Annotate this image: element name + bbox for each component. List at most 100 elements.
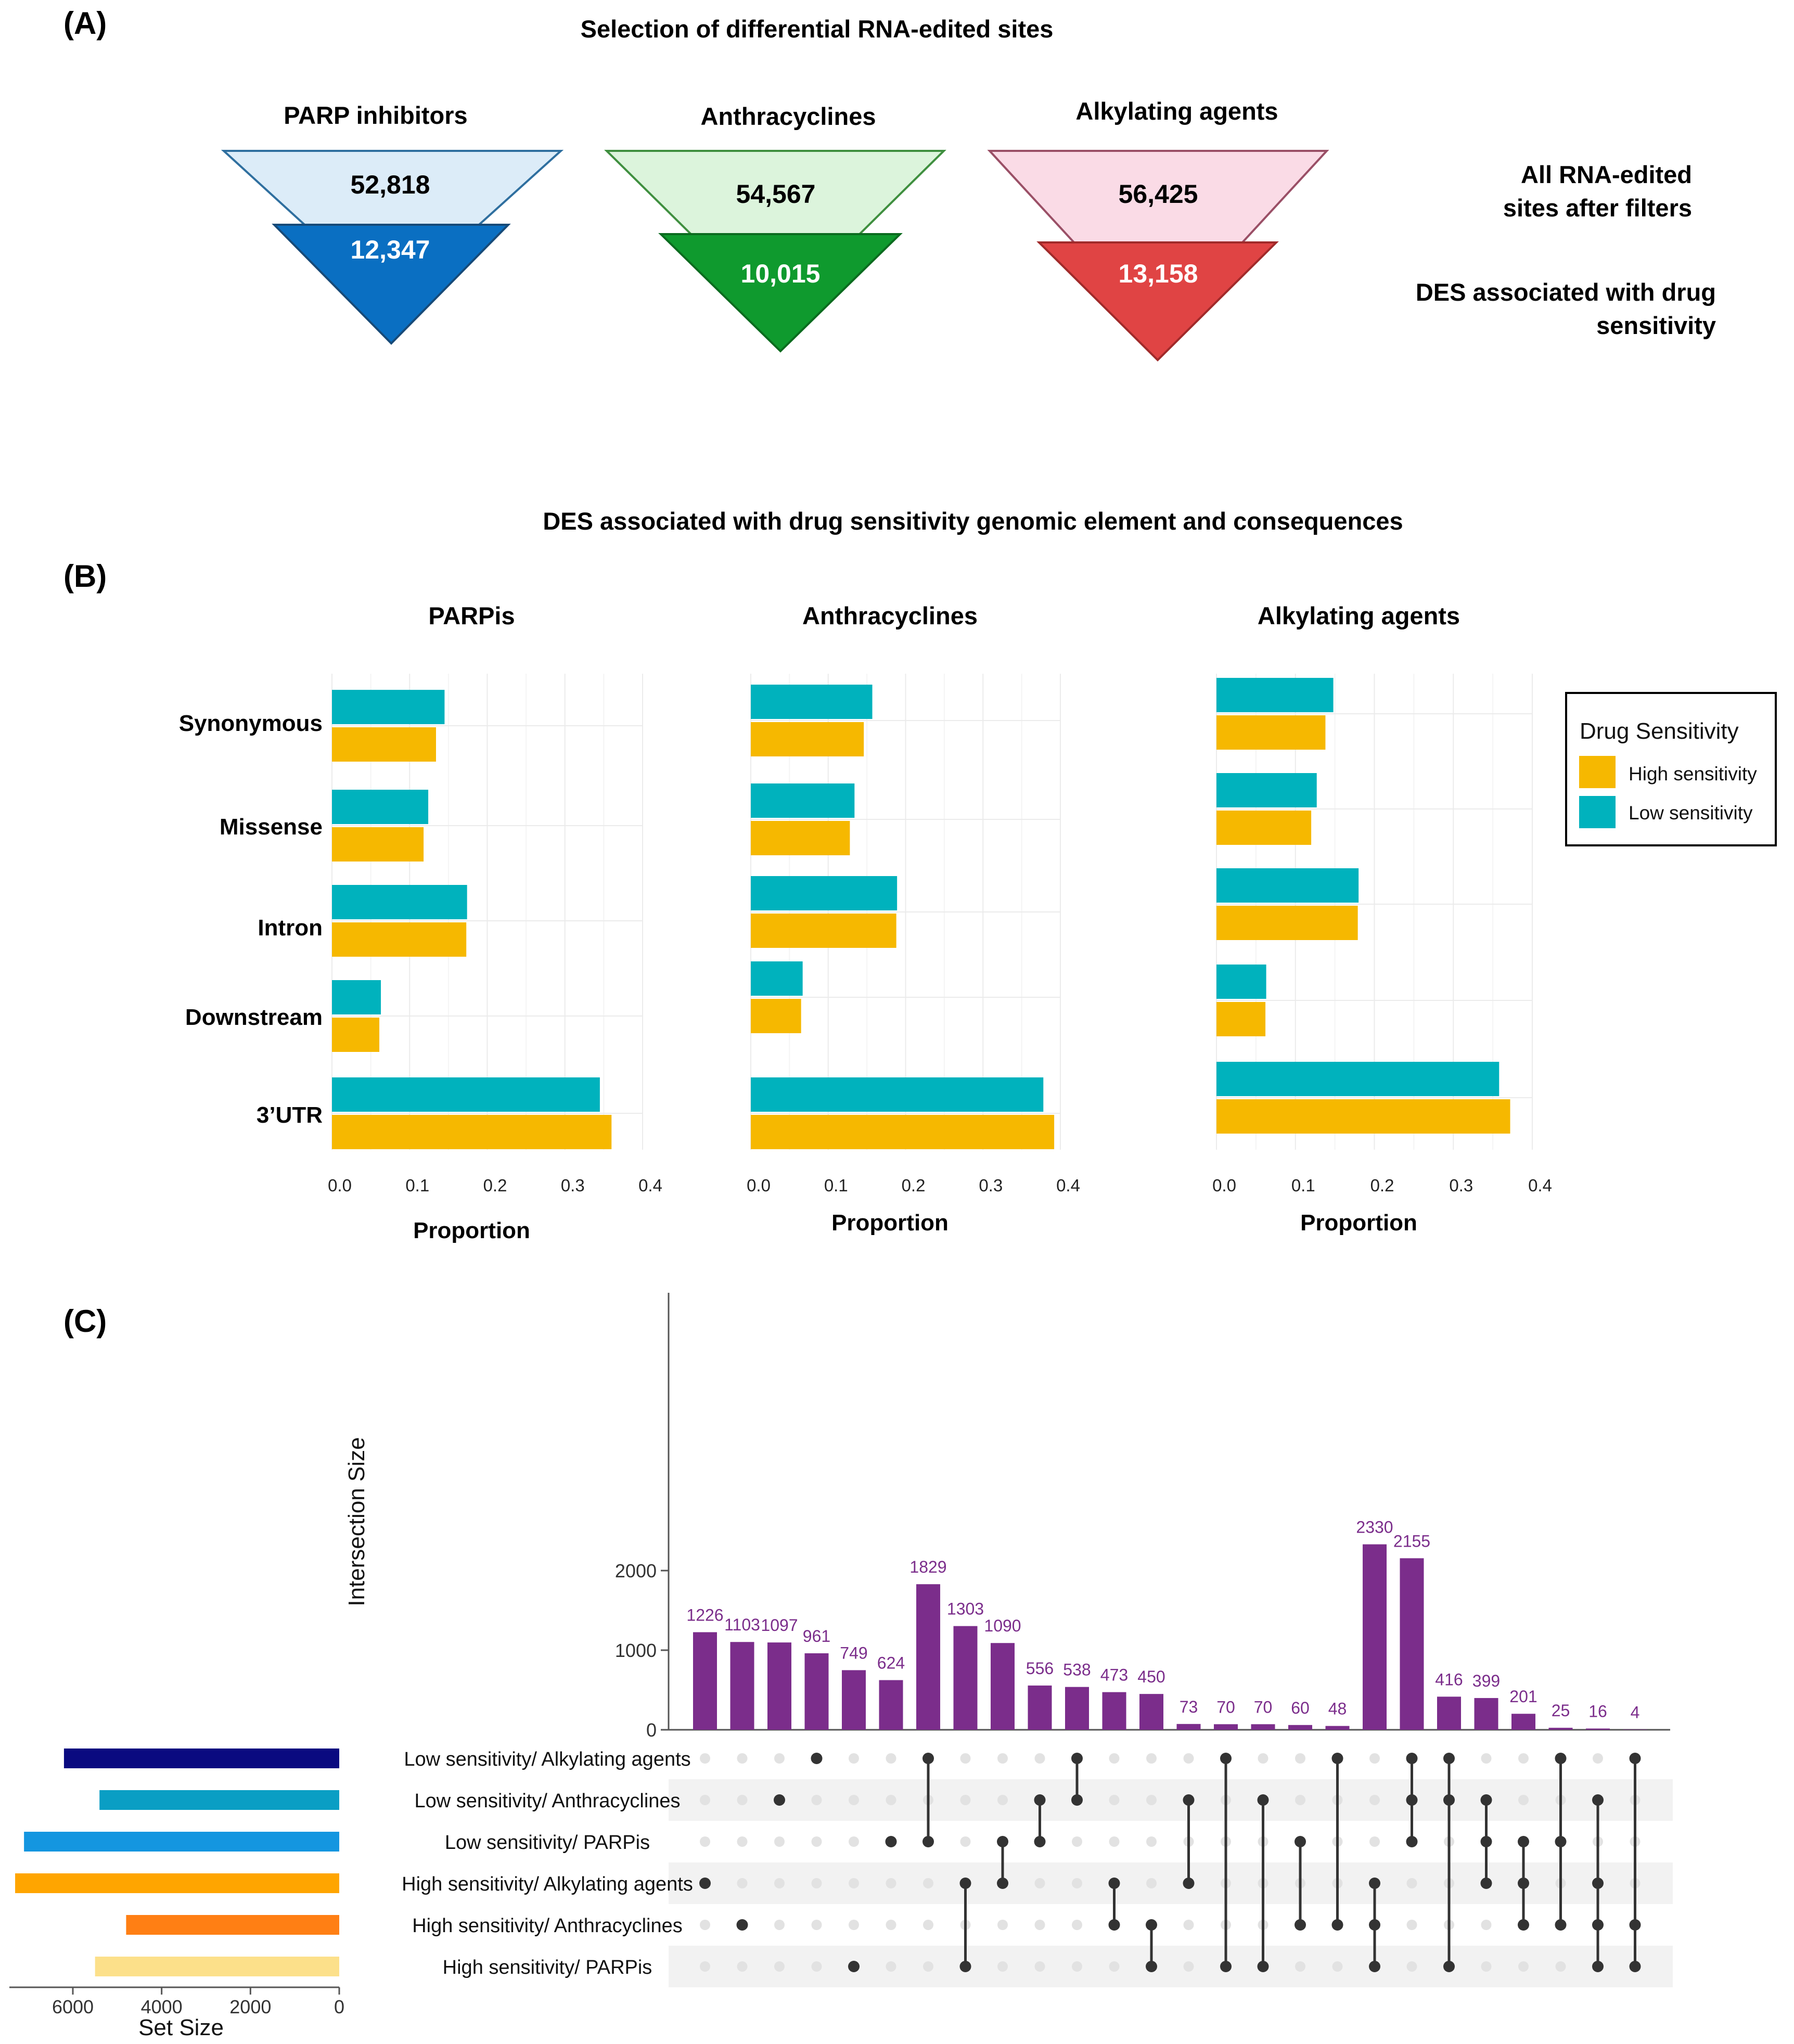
intersection-bar bbox=[879, 1680, 903, 1730]
matrix-dot-filled bbox=[1592, 1961, 1604, 1972]
intersection-label: 1097 bbox=[761, 1616, 798, 1635]
intersection-bar bbox=[804, 1653, 829, 1730]
matrix-dot-empty bbox=[1518, 1795, 1529, 1805]
matrix-dot-filled bbox=[1443, 1753, 1455, 1764]
matrix-dot-filled bbox=[1034, 1794, 1046, 1806]
matrix-dot-filled bbox=[774, 1794, 785, 1806]
funnel-parp: PARP inhibitors 52,818 12,347 bbox=[221, 101, 564, 345]
matrix-dot-filled bbox=[1146, 1919, 1157, 1931]
matrix-dot-filled bbox=[1592, 1878, 1604, 1889]
matrix-dot-empty bbox=[700, 1795, 710, 1805]
matrix-dot-filled bbox=[1443, 1961, 1455, 1972]
panel-a-label: (A) bbox=[63, 6, 107, 41]
category-label-downstream: Downstream bbox=[185, 1005, 323, 1030]
matrix-dot-empty bbox=[886, 1961, 896, 1972]
matrix-dot-empty bbox=[923, 1920, 933, 1930]
matrix-dot-filled bbox=[959, 1878, 971, 1889]
category-label-missense: Missense bbox=[220, 814, 323, 840]
matrix-dot-filled bbox=[1220, 1753, 1232, 1764]
bar-low-anthracyclines bbox=[751, 961, 803, 996]
hbar-chart-parpis: PARPis 0.0 0.1 0.2 0.3 0.4 Proportion bbox=[328, 602, 662, 1243]
set-label: High sensitivity/ Alkylating agents bbox=[402, 1873, 693, 1895]
matrix-dot-empty bbox=[700, 1836, 710, 1847]
intersection-bar bbox=[1437, 1696, 1461, 1730]
matrix-dot-filled bbox=[1331, 1753, 1343, 1764]
matrix-dot-filled bbox=[1295, 1919, 1306, 1931]
intersection-label: 1829 bbox=[909, 1558, 946, 1576]
intersection-bar bbox=[1325, 1726, 1350, 1730]
matrix-dot-filled bbox=[1406, 1836, 1418, 1847]
legend-des-line2: sensitivity bbox=[1596, 312, 1716, 339]
matrix-dot-filled bbox=[1369, 1878, 1380, 1889]
matrix-dot-empty bbox=[997, 1753, 1008, 1764]
matrix-dot-filled bbox=[1071, 1794, 1083, 1806]
x-tick-label: 0.2 bbox=[483, 1176, 507, 1195]
intersection-label: 450 bbox=[1137, 1667, 1165, 1686]
matrix-dot-empty bbox=[1109, 1836, 1120, 1847]
intersection-bar bbox=[916, 1584, 940, 1730]
matrix-dot-empty bbox=[960, 1836, 971, 1847]
chart-title-alkylating: Alkylating agents bbox=[1258, 602, 1460, 629]
legend-swatch-low bbox=[1579, 796, 1616, 828]
intersection-bar bbox=[991, 1643, 1015, 1730]
funnel-alkylating: Alkylating agents 56,425 13,158 bbox=[987, 97, 1329, 362]
x-tick-label: 0.1 bbox=[405, 1176, 429, 1195]
bar-high-parpis bbox=[332, 827, 424, 862]
matrix-dot-filled bbox=[1183, 1878, 1195, 1889]
intersection-bar bbox=[1102, 1692, 1126, 1730]
matrix-dot-filled bbox=[1480, 1878, 1492, 1889]
chart-title-anthracyclines: Anthracyclines bbox=[802, 602, 978, 629]
matrix-dot-filled bbox=[1555, 1836, 1567, 1847]
x-axis-label: Proportion bbox=[1300, 1210, 1417, 1236]
set-label: High sensitivity/ Anthracyclines bbox=[412, 1915, 683, 1937]
set-size-tick-label: 6000 bbox=[52, 1996, 94, 2017]
panel-b: DES associated with drug sensitivity gen… bbox=[63, 507, 1777, 1243]
set-size-bar bbox=[99, 1790, 339, 1810]
intersection-label: 473 bbox=[1100, 1666, 1128, 1685]
intersection-label: 25 bbox=[1552, 1701, 1570, 1720]
bar-low-anthracyclines bbox=[751, 685, 873, 719]
matrix-dot-empty bbox=[923, 1961, 933, 1972]
matrix-dot-filled bbox=[1369, 1919, 1380, 1931]
bar-low-anthracyclines bbox=[751, 783, 855, 818]
matrix-dot-filled bbox=[885, 1836, 897, 1847]
matrix-dot-empty bbox=[1593, 1753, 1603, 1764]
matrix-dot-empty bbox=[1034, 1878, 1045, 1888]
matrix-dot-filled bbox=[997, 1878, 1008, 1889]
x-tick-label: 0.0 bbox=[328, 1176, 352, 1195]
intersection-label: 2330 bbox=[1356, 1518, 1393, 1537]
intersection-label: 1226 bbox=[686, 1605, 723, 1624]
matrix-dot-empty bbox=[886, 1753, 896, 1764]
matrix-dot-empty bbox=[811, 1961, 822, 1972]
bar-high-anthracyclines bbox=[751, 914, 896, 948]
matrix-dot-empty bbox=[737, 1753, 748, 1764]
matrix-dot-empty bbox=[849, 1795, 859, 1805]
bar-low-alkylating bbox=[1216, 1062, 1500, 1096]
legend-all-line1: All RNA-edited bbox=[1521, 161, 1692, 188]
matrix-dot-empty bbox=[774, 1878, 785, 1888]
matrix-dot-empty bbox=[1072, 1961, 1082, 1972]
set-size-tick-label: 4000 bbox=[141, 1996, 183, 2017]
matrix-row-stripe bbox=[669, 1779, 1673, 1821]
funnel-all-anthracyclines: 54,567 bbox=[736, 179, 816, 209]
set-label: Low sensitivity/ Alkylating agents bbox=[404, 1749, 690, 1770]
funnel-bottom-anthracyclines bbox=[658, 233, 903, 353]
matrix-dot-empty bbox=[886, 1878, 896, 1888]
intersection-bar bbox=[1028, 1685, 1052, 1730]
funnel-bottom-parp bbox=[272, 224, 511, 345]
matrix-dot-filled bbox=[959, 1961, 971, 1972]
matrix-dot-filled bbox=[1295, 1836, 1306, 1847]
legend-all-line2: sites after filters bbox=[1503, 194, 1692, 222]
x-axis-label: Proportion bbox=[831, 1210, 949, 1236]
intersection-bar bbox=[842, 1670, 866, 1730]
matrix-dot-empty bbox=[1518, 1753, 1529, 1764]
intersection-label: 749 bbox=[840, 1643, 867, 1662]
bar-low-parpis bbox=[332, 1077, 600, 1112]
funnel-des-parp: 12,347 bbox=[351, 235, 430, 264]
intersection-label: 624 bbox=[877, 1654, 905, 1673]
intersection-label: 70 bbox=[1254, 1698, 1273, 1716]
matrix-dot-empty bbox=[1146, 1878, 1157, 1888]
matrix-dot-filled bbox=[1406, 1794, 1418, 1806]
bar-high-anthracyclines bbox=[751, 1115, 1055, 1149]
